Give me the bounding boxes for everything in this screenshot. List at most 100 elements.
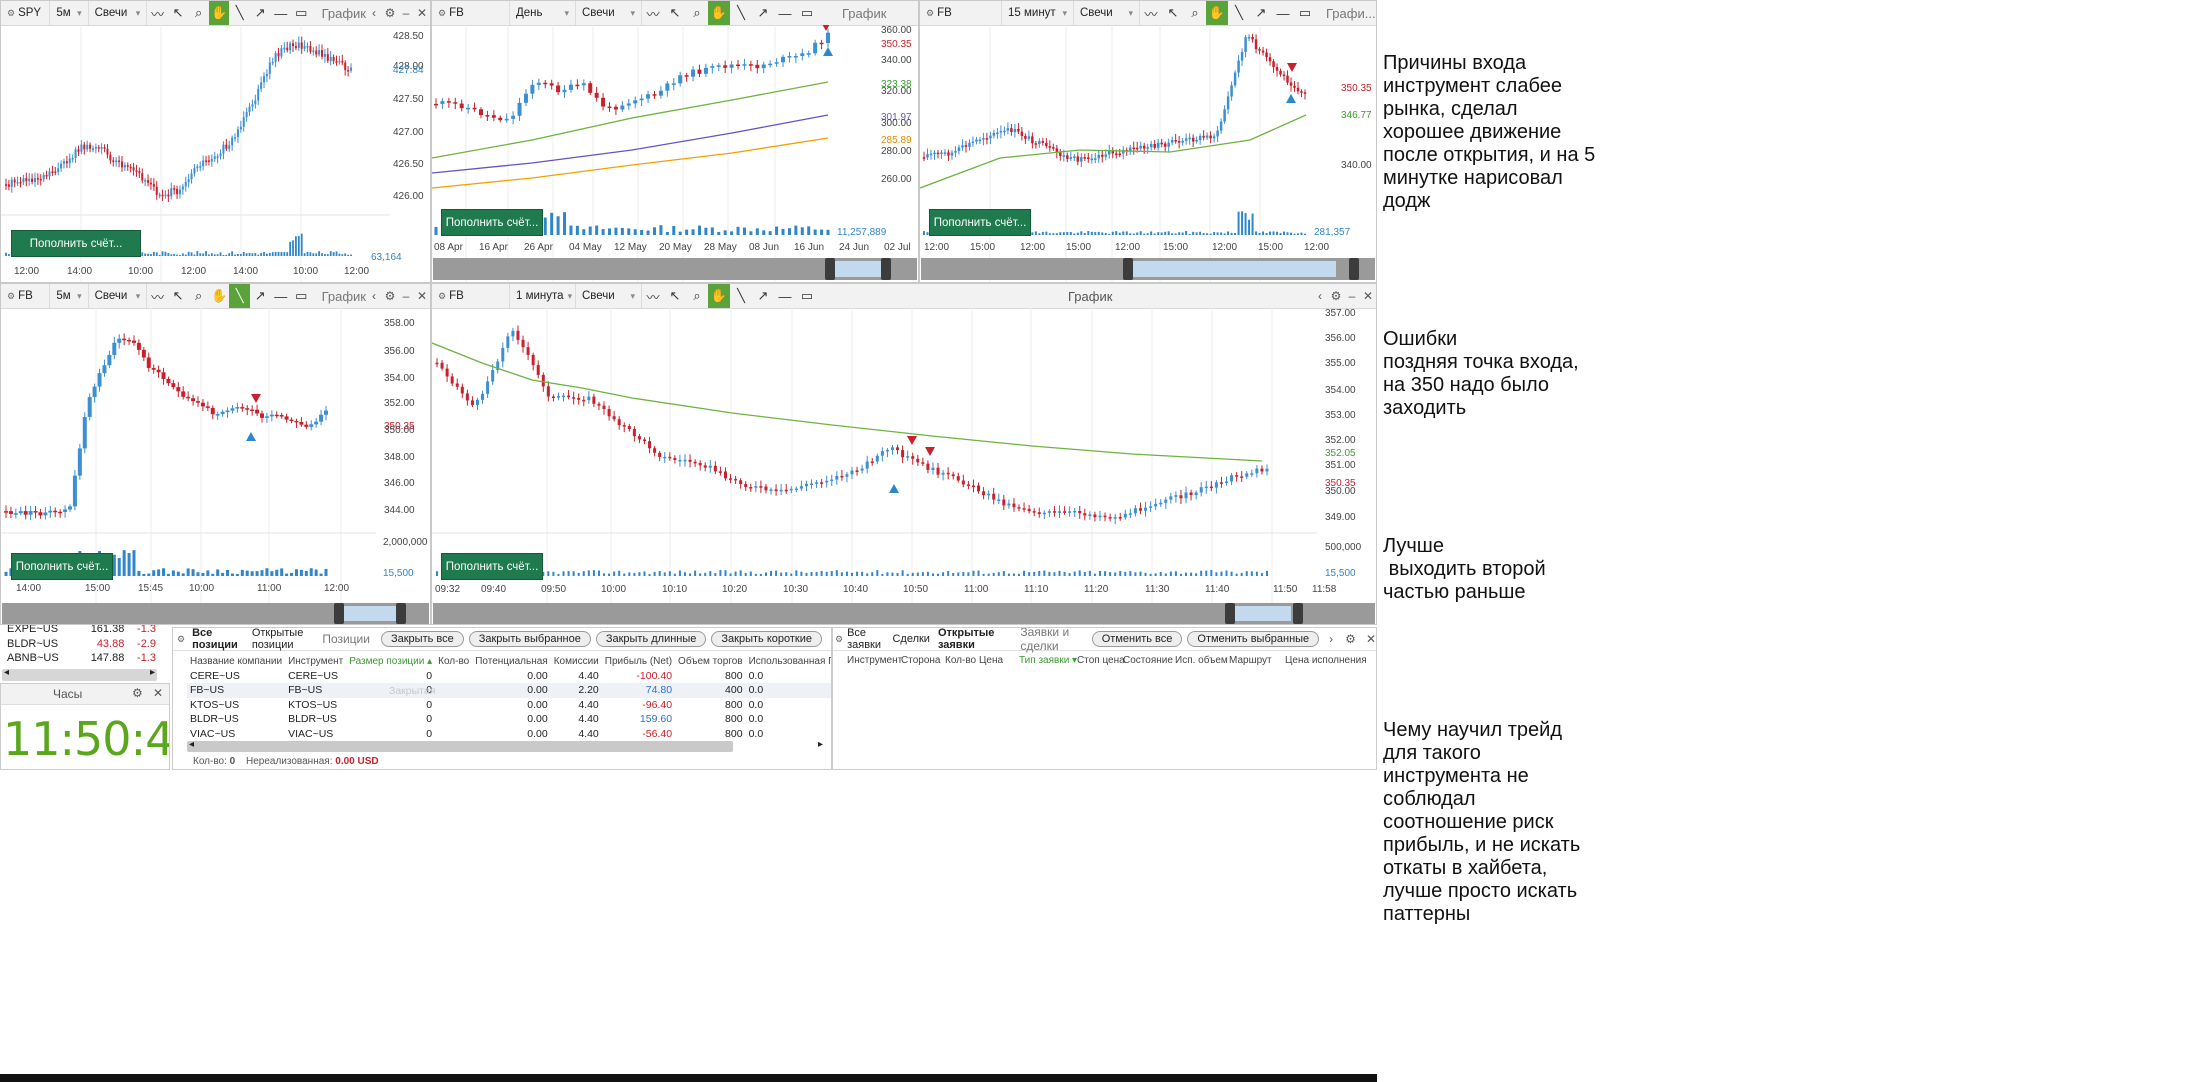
column-header[interactable]: Цена исполнения <box>1285 655 1367 666</box>
minimize-icon[interactable]: – <box>402 6 410 20</box>
interval-select[interactable]: День ▾ <box>510 1 576 25</box>
table-row[interactable]: FB~US FB~US 0 0.00 2.20 74.80 400 0.0 <box>187 683 831 698</box>
deposit-button[interactable]: Пополнить счёт... <box>441 553 543 580</box>
scroll-right-icon[interactable]: ▸ <box>149 667 155 678</box>
column-header[interactable]: Кол-во <box>438 655 470 667</box>
scroll-left-icon[interactable]: ◂ <box>4 667 10 678</box>
column-header[interactable]: Маршрут <box>1229 655 1272 666</box>
cursor-icon[interactable]: ↖ <box>1167 5 1179 20</box>
indicators-icon[interactable]: 〰 <box>646 6 660 22</box>
rectangle-tool-icon[interactable]: ▭ <box>800 5 814 20</box>
horizontal-line-icon[interactable]: — <box>778 288 792 304</box>
column-header[interactable]: Размер позиции ▴ <box>349 655 433 667</box>
column-header[interactable]: Название компании <box>190 655 283 667</box>
gear-icon[interactable]: ⚙ <box>132 686 143 700</box>
column-header[interactable]: Инструмент <box>288 655 344 667</box>
column-header[interactable]: Состояние <box>1123 655 1173 666</box>
style-select[interactable]: Свечи ▾ <box>1074 1 1140 25</box>
indicators-icon[interactable]: 〰 <box>151 6 165 22</box>
arrow-tool-icon[interactable]: ↗ <box>254 288 266 303</box>
navigator-fb-5[interactable] <box>2 603 429 624</box>
close-short-button[interactable]: Закрыть короткие <box>711 631 822 647</box>
column-header[interactable]: Потенциальная <box>475 655 548 667</box>
horizontal-line-icon[interactable]: — <box>274 288 288 304</box>
close-icon[interactable]: ✕ <box>416 6 428 20</box>
symbol-field[interactable]: ⚙ FB <box>432 284 510 308</box>
hand-icon[interactable]: ✋ <box>208 1 230 25</box>
interval-select[interactable]: 1 минута ▾ <box>510 284 576 308</box>
minimize-icon[interactable]: – <box>402 289 410 303</box>
style-select[interactable]: Свечи ▾ <box>89 1 148 25</box>
tab-trades[interactable]: Сделки <box>892 633 930 645</box>
column-header[interactable]: Комиссии <box>553 655 599 667</box>
column-header[interactable]: Исп. объем <box>1175 655 1228 666</box>
column-header[interactable]: Использованная ПС <box>748 655 831 667</box>
interval-select[interactable]: 5м ▾ <box>50 1 89 25</box>
indicators-icon[interactable]: 〰 <box>1144 6 1158 22</box>
tab-all-positions[interactable]: Все позиции <box>192 627 238 651</box>
line-tool-icon[interactable]: ╲ <box>229 284 250 308</box>
gear-icon[interactable]: ⚙ <box>1345 632 1356 646</box>
interval-select[interactable]: 15 минут ▾ <box>1002 1 1074 25</box>
gear-icon[interactable]: ⚙ <box>384 289 396 303</box>
table-row[interactable]: KTOS~US KTOS~US 0 0.00 4.40 -96.40 800 0.0 <box>187 698 831 713</box>
arrow-tool-icon[interactable]: ↗ <box>1255 5 1267 20</box>
horizontal-line-icon[interactable]: — <box>274 5 288 21</box>
tab-open-positions[interactable]: Открытые позиции <box>251 627 304 651</box>
navigator-fb-1[interactable] <box>433 603 1375 624</box>
chevron-left-icon[interactable]: ‹ <box>372 6 376 20</box>
arrow-tool-icon[interactable]: ↗ <box>757 288 769 303</box>
cursor-icon[interactable]: ↖ <box>669 288 681 303</box>
chevron-left-icon[interactable]: ‹ <box>1318 289 1322 303</box>
zoom-icon[interactable]: ⌕ <box>693 288 701 303</box>
horizontal-line-icon[interactable]: — <box>778 5 792 21</box>
rectangle-tool-icon[interactable]: ▭ <box>800 288 814 303</box>
scroll-right-icon[interactable]: ▸ <box>817 739 823 750</box>
indicators-icon[interactable]: 〰 <box>151 289 165 305</box>
chevron-left-icon[interactable]: ‹ <box>372 289 376 303</box>
symbol-field[interactable]: ⚙ SPY <box>1 1 51 25</box>
line-tool-icon[interactable]: ╲ <box>1235 5 1243 20</box>
scroll-left-icon[interactable]: ◂ <box>189 739 195 750</box>
arrow-tool-icon[interactable]: ↗ <box>254 5 266 20</box>
deposit-button[interactable]: Пополнить счёт... <box>441 209 543 236</box>
style-select[interactable]: Свечи ▾ <box>576 284 642 308</box>
cursor-icon[interactable]: ↖ <box>172 5 184 20</box>
deposit-button[interactable]: Пополнить счёт... <box>929 209 1031 236</box>
cancel-all-button[interactable]: Отменить все <box>1091 631 1183 647</box>
interval-select[interactable]: 5м ▾ <box>50 284 89 308</box>
rectangle-tool-icon[interactable]: ▭ <box>295 288 308 303</box>
column-header[interactable]: Прибыль (Net) <box>604 655 673 667</box>
scrollbar[interactable]: ◂ ▸ <box>187 739 823 752</box>
close-icon[interactable]: ✕ <box>1365 632 1376 646</box>
style-select[interactable]: Свечи ▾ <box>89 284 148 308</box>
hand-icon[interactable]: ✋ <box>708 284 730 308</box>
close-icon[interactable]: ✕ <box>1362 289 1374 303</box>
zoom-icon[interactable]: ⌕ <box>693 5 701 20</box>
gear-icon[interactable]: ⚙ <box>384 6 396 20</box>
watchlist-row[interactable]: EXPE~US 161.38 -1.3 <box>4 625 159 637</box>
cancel-selected-button[interactable]: Отменить выбранные <box>1187 631 1320 647</box>
column-header[interactable]: Объем торгов <box>678 655 743 667</box>
close-long-button[interactable]: Закрыть длинные <box>595 631 707 647</box>
deposit-button[interactable]: Пополнить счёт... <box>11 230 141 257</box>
navigator-fb-day[interactable] <box>433 258 917 280</box>
close-all-button[interactable]: Закрыть все <box>380 631 464 647</box>
close-selected-button[interactable]: Закрыть выбранное <box>468 631 591 647</box>
zoom-icon[interactable]: ⌕ <box>1191 5 1199 20</box>
close-icon[interactable]: ✕ <box>153 686 164 700</box>
hand-icon[interactable]: ✋ <box>1206 1 1228 25</box>
column-header[interactable]: Инструмент <box>847 655 903 666</box>
horizontal-line-icon[interactable]: — <box>1276 5 1290 21</box>
symbol-field[interactable]: ⚙ FB <box>1 284 51 308</box>
hand-icon[interactable]: ✋ <box>708 1 730 25</box>
line-tool-icon[interactable]: ╲ <box>737 288 745 303</box>
tab-open-orders[interactable]: Открытые заявки <box>937 627 995 651</box>
deposit-button[interactable]: Пополнить счёт... <box>11 553 113 580</box>
zoom-icon[interactable]: ⌕ <box>195 5 203 20</box>
rectangle-tool-icon[interactable]: ▭ <box>295 5 308 20</box>
chevron-right-icon[interactable]: › <box>1329 632 1334 646</box>
navigator-fb-15[interactable] <box>921 258 1375 280</box>
